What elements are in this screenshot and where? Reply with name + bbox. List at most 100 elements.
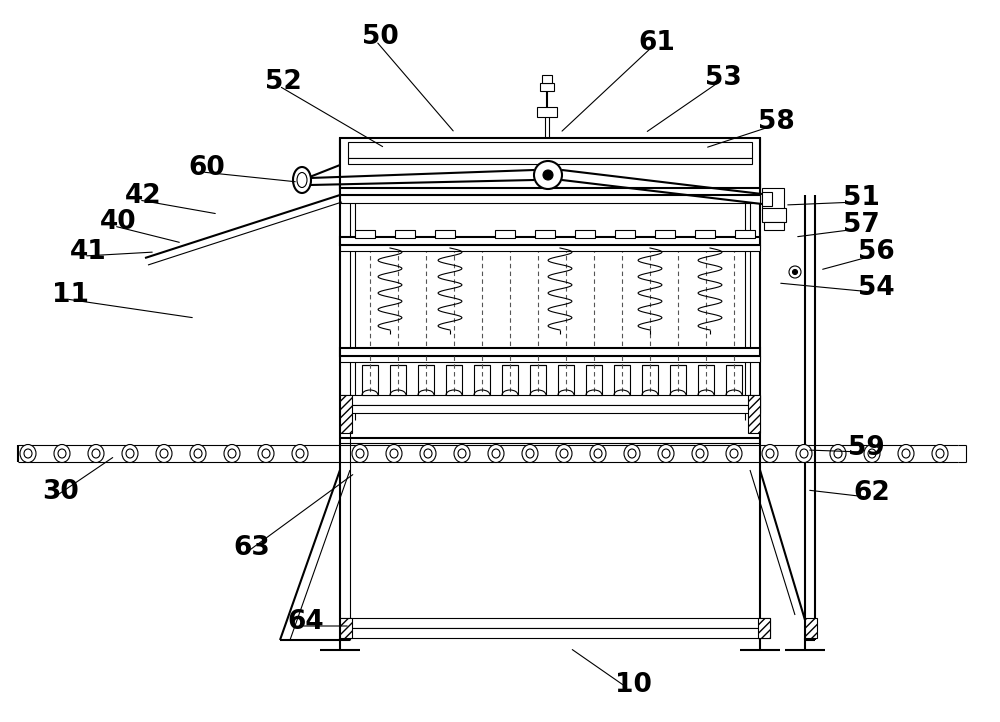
Ellipse shape <box>624 445 640 463</box>
Bar <box>340 618 352 638</box>
Ellipse shape <box>898 445 914 463</box>
Bar <box>542 75 552 83</box>
Ellipse shape <box>796 445 812 463</box>
Bar <box>495 230 515 238</box>
Bar <box>502 365 518 395</box>
Ellipse shape <box>92 449 100 458</box>
Bar <box>586 365 602 395</box>
Text: 10: 10 <box>615 672 652 698</box>
Ellipse shape <box>258 445 274 463</box>
Bar <box>340 185 760 195</box>
Ellipse shape <box>902 449 910 458</box>
Bar <box>615 230 635 238</box>
Bar <box>348 158 752 164</box>
Text: 30: 30 <box>42 479 79 505</box>
Bar <box>575 230 595 238</box>
Circle shape <box>534 161 562 189</box>
Ellipse shape <box>830 445 846 463</box>
Bar <box>340 245 760 251</box>
Bar <box>537 107 557 117</box>
Ellipse shape <box>352 445 368 463</box>
Bar <box>340 395 352 433</box>
Ellipse shape <box>24 449 32 458</box>
Ellipse shape <box>696 449 704 458</box>
Text: 57: 57 <box>843 212 880 238</box>
Bar <box>758 618 770 638</box>
Text: 42: 42 <box>125 183 162 209</box>
Text: 64: 64 <box>287 609 324 635</box>
Bar <box>340 405 760 413</box>
Ellipse shape <box>160 449 168 458</box>
Ellipse shape <box>662 449 670 458</box>
Text: 54: 54 <box>858 275 895 301</box>
Bar <box>762 208 786 222</box>
Ellipse shape <box>560 449 568 458</box>
Bar <box>418 365 434 395</box>
Ellipse shape <box>762 445 778 463</box>
Bar <box>762 192 772 206</box>
Ellipse shape <box>594 449 602 458</box>
Bar <box>340 195 760 203</box>
Bar <box>362 365 378 395</box>
Text: 56: 56 <box>858 239 895 265</box>
Text: 52: 52 <box>265 69 302 95</box>
Ellipse shape <box>356 449 364 458</box>
Bar <box>390 365 406 395</box>
Ellipse shape <box>194 449 202 458</box>
Ellipse shape <box>296 449 304 458</box>
Ellipse shape <box>126 449 134 458</box>
Bar <box>355 230 375 238</box>
Ellipse shape <box>228 449 236 458</box>
Bar <box>340 356 760 362</box>
Ellipse shape <box>932 445 948 463</box>
Ellipse shape <box>122 445 138 463</box>
Ellipse shape <box>834 449 842 458</box>
Ellipse shape <box>190 445 206 463</box>
Bar <box>340 348 760 356</box>
Ellipse shape <box>658 445 674 463</box>
Ellipse shape <box>590 445 606 463</box>
Bar <box>540 83 554 91</box>
Ellipse shape <box>868 449 876 458</box>
Bar <box>435 230 455 238</box>
Bar <box>340 237 760 245</box>
Bar <box>558 365 574 395</box>
Ellipse shape <box>800 449 808 458</box>
Ellipse shape <box>297 173 307 188</box>
Text: 60: 60 <box>188 155 225 181</box>
Bar <box>805 618 817 638</box>
Ellipse shape <box>766 449 774 458</box>
Bar <box>655 230 675 238</box>
Ellipse shape <box>88 445 104 463</box>
Ellipse shape <box>458 449 466 458</box>
Bar <box>474 365 490 395</box>
Circle shape <box>789 266 801 278</box>
Circle shape <box>792 269 798 274</box>
Ellipse shape <box>424 449 432 458</box>
Ellipse shape <box>628 449 636 458</box>
Ellipse shape <box>488 445 504 463</box>
Ellipse shape <box>292 445 308 463</box>
Ellipse shape <box>692 445 708 463</box>
Bar <box>670 365 686 395</box>
Bar <box>340 138 760 188</box>
Ellipse shape <box>420 445 436 463</box>
Bar <box>348 142 752 158</box>
Text: 62: 62 <box>853 480 890 506</box>
Ellipse shape <box>864 445 880 463</box>
Bar <box>535 230 555 238</box>
Bar <box>726 365 742 395</box>
Text: 63: 63 <box>233 535 270 561</box>
Text: 61: 61 <box>638 30 675 56</box>
Ellipse shape <box>522 445 538 463</box>
Ellipse shape <box>556 445 572 463</box>
Ellipse shape <box>20 445 36 463</box>
Bar <box>340 628 770 638</box>
Ellipse shape <box>492 449 500 458</box>
Text: 58: 58 <box>758 109 795 135</box>
Ellipse shape <box>156 445 172 463</box>
Text: 40: 40 <box>100 209 137 235</box>
Ellipse shape <box>386 445 402 463</box>
Bar <box>748 395 760 433</box>
Bar <box>395 230 415 238</box>
